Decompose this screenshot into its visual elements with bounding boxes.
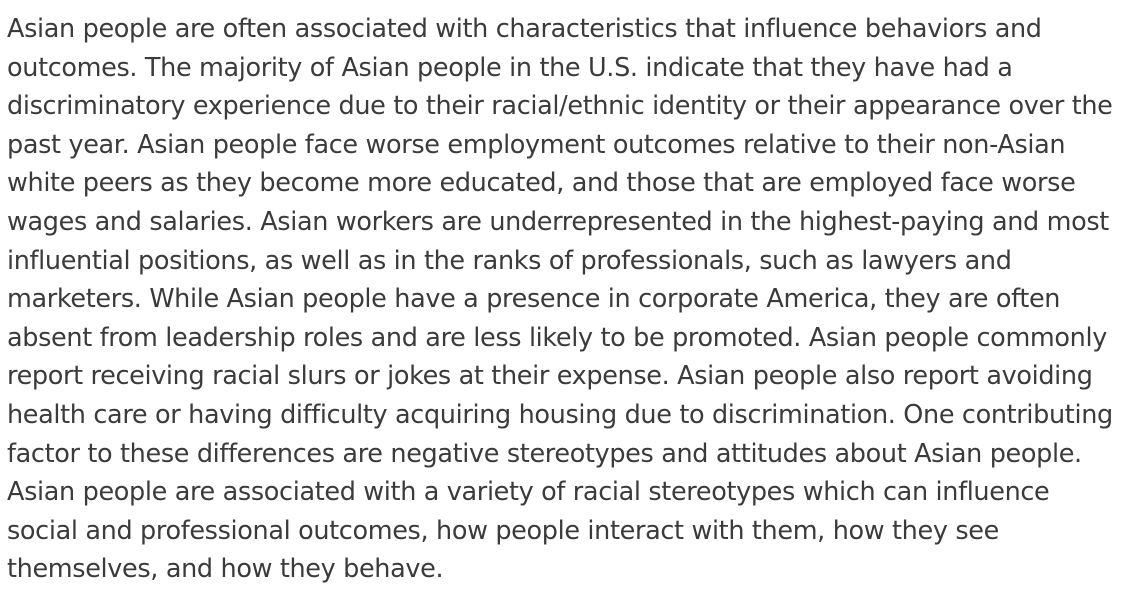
body-paragraph: Asian people are often associated with c… (7, 10, 1130, 589)
text-line: Asian people are often associated with c… (7, 14, 1042, 44)
text-line: Asian people are associated with a varie… (7, 477, 1050, 508)
text-line: factor to these differences are negative… (7, 438, 1082, 469)
text-line: themselves, and how they behave. (7, 554, 444, 585)
text-line: past year. Asian people face worse emplo… (7, 129, 1066, 160)
text-line: wages and salaries. Asian workers are un… (7, 206, 1109, 237)
text-line: outcomes. The majority of Asian people i… (7, 52, 1013, 83)
text-line: social and professional outcomes, how pe… (7, 515, 999, 546)
text-line: discriminatory experience due to their r… (7, 91, 1113, 122)
text-line: marketers. While Asian people have a pre… (7, 284, 1061, 315)
text-line: report receiving racial slurs or jokes a… (7, 361, 1093, 392)
text-line: health care or having difficulty acquiri… (7, 399, 1113, 430)
text-line: absent from leadership roles and are les… (7, 322, 1107, 353)
text-line: white peers as they become more educated… (7, 168, 1076, 199)
text-line: influential positions, as well as in the… (7, 245, 1012, 276)
